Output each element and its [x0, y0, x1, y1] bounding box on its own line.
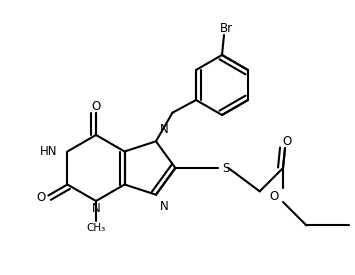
Text: HN: HN: [40, 145, 58, 158]
Text: O: O: [91, 100, 100, 112]
Text: Br: Br: [219, 21, 233, 34]
Text: N: N: [160, 123, 169, 136]
Text: N: N: [92, 202, 100, 215]
Text: O: O: [37, 191, 46, 204]
Text: N: N: [160, 200, 169, 213]
Text: CH₃: CH₃: [86, 223, 106, 233]
Text: O: O: [283, 134, 292, 147]
Text: O: O: [269, 189, 279, 202]
Text: S: S: [223, 161, 230, 175]
